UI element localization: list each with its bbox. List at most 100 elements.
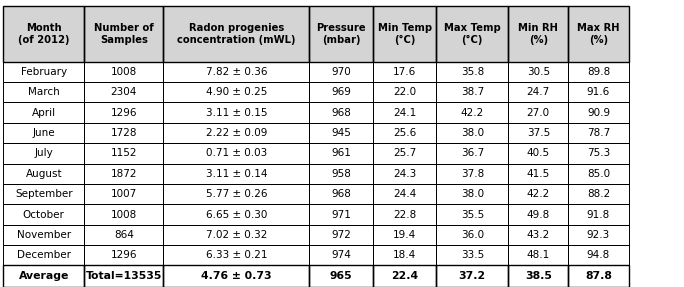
Bar: [436, 245, 508, 265]
Text: Average: Average: [18, 271, 69, 281]
Text: 90.9: 90.9: [587, 108, 610, 118]
Bar: [309, 245, 373, 265]
Text: 970: 970: [331, 67, 351, 77]
Bar: [3, 245, 84, 265]
Text: 1007: 1007: [111, 189, 137, 199]
Text: 43.2: 43.2: [527, 230, 550, 240]
Bar: [508, 245, 568, 265]
Bar: [373, 164, 436, 184]
Text: September: September: [15, 189, 73, 199]
Bar: [508, 123, 568, 143]
Text: July: July: [34, 148, 53, 158]
Text: 78.7: 78.7: [587, 128, 610, 138]
Text: 91.6: 91.6: [587, 87, 610, 97]
Text: 30.5: 30.5: [527, 67, 550, 77]
Bar: [84, 62, 163, 82]
Bar: [436, 245, 508, 265]
Bar: [3, 265, 84, 287]
Text: 958: 958: [331, 169, 351, 179]
Bar: [436, 123, 508, 143]
Bar: [373, 123, 436, 143]
Text: 4.76 ± 0.73: 4.76 ± 0.73: [201, 271, 272, 281]
Text: October: October: [23, 210, 65, 220]
Bar: [373, 184, 436, 204]
Bar: [163, 204, 309, 225]
Bar: [436, 102, 508, 123]
Bar: [163, 225, 309, 245]
Text: 945: 945: [331, 128, 351, 138]
Text: April: April: [31, 108, 56, 118]
Bar: [436, 102, 508, 123]
Bar: [373, 82, 436, 102]
Text: 75.3: 75.3: [587, 148, 610, 158]
Bar: [309, 164, 373, 184]
Bar: [508, 62, 568, 82]
Bar: [163, 265, 309, 287]
Bar: [568, 82, 629, 102]
Bar: [3, 6, 84, 62]
Bar: [508, 123, 568, 143]
Text: Number of
Samples: Number of Samples: [94, 23, 154, 44]
Bar: [84, 204, 163, 225]
Bar: [84, 123, 163, 143]
Text: 971: 971: [331, 210, 351, 220]
Text: 40.5: 40.5: [527, 148, 550, 158]
Bar: [568, 143, 629, 164]
Bar: [3, 102, 84, 123]
Bar: [568, 102, 629, 123]
Text: 972: 972: [331, 230, 351, 240]
Bar: [163, 204, 309, 225]
Bar: [568, 123, 629, 143]
Bar: [3, 62, 84, 82]
Text: 38.0: 38.0: [461, 189, 484, 199]
Bar: [568, 225, 629, 245]
Text: 7.02 ± 0.32: 7.02 ± 0.32: [206, 230, 267, 240]
Bar: [84, 102, 163, 123]
Text: 37.8: 37.8: [461, 169, 484, 179]
Text: 37.5: 37.5: [527, 128, 550, 138]
Bar: [309, 225, 373, 245]
Bar: [84, 245, 163, 265]
Bar: [163, 265, 309, 287]
Bar: [3, 82, 84, 102]
Bar: [309, 102, 373, 123]
Text: 6.65 ± 0.30: 6.65 ± 0.30: [206, 210, 267, 220]
Bar: [508, 6, 568, 62]
Text: 1296: 1296: [111, 108, 137, 118]
Text: June: June: [32, 128, 55, 138]
Bar: [568, 184, 629, 204]
Bar: [508, 164, 568, 184]
Bar: [373, 225, 436, 245]
Bar: [373, 62, 436, 82]
Bar: [436, 123, 508, 143]
Text: 42.2: 42.2: [461, 108, 484, 118]
Bar: [84, 102, 163, 123]
Bar: [163, 245, 309, 265]
Text: 36.0: 36.0: [461, 230, 484, 240]
Bar: [508, 184, 568, 204]
Text: Month
(of 2012): Month (of 2012): [18, 23, 70, 44]
Bar: [373, 143, 436, 164]
Text: August: August: [25, 169, 62, 179]
Bar: [84, 225, 163, 245]
Bar: [373, 265, 436, 287]
Text: Max Temp
(°C): Max Temp (°C): [444, 23, 501, 44]
Text: 974: 974: [331, 250, 351, 260]
Bar: [84, 82, 163, 102]
Bar: [568, 204, 629, 225]
Text: 87.8: 87.8: [585, 271, 612, 281]
Text: 42.2: 42.2: [527, 189, 550, 199]
Bar: [568, 265, 629, 287]
Bar: [373, 102, 436, 123]
Bar: [508, 62, 568, 82]
Bar: [508, 225, 568, 245]
Bar: [3, 204, 84, 225]
Bar: [84, 164, 163, 184]
Text: Total=13535: Total=13535: [86, 271, 162, 281]
Bar: [508, 82, 568, 102]
Bar: [84, 245, 163, 265]
Text: 5.77 ± 0.26: 5.77 ± 0.26: [206, 189, 267, 199]
Bar: [568, 164, 629, 184]
Bar: [568, 82, 629, 102]
Bar: [84, 6, 163, 62]
